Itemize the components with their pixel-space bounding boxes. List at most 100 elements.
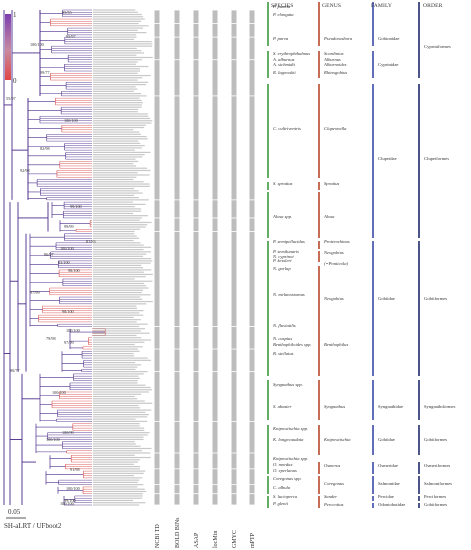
node-support-label: 95/55 (62, 10, 72, 15)
leaf-label-line (93, 11, 138, 13)
leaf-label-line (93, 298, 143, 300)
leaf-label-line (93, 56, 153, 59)
method-bar-segment (249, 218, 255, 232)
method-bar-segment (193, 60, 199, 96)
node-support-label: 97/99 (64, 340, 74, 345)
leaf-label-line (93, 140, 139, 142)
leaf-label-line (93, 334, 137, 337)
leaf-label-line (93, 203, 146, 205)
leaf-label-line (93, 371, 148, 373)
leaf-label-line (93, 495, 143, 497)
leaf-label-line (93, 282, 145, 285)
leaf-label-line (93, 83, 147, 86)
leaf-label-line (93, 364, 142, 366)
species-label: Alosa spp. (272, 214, 292, 219)
method-bar-segment (249, 469, 255, 485)
header-species: SPECIES (271, 3, 293, 9)
leaf-label-line (93, 368, 136, 370)
method-bar-segment (193, 349, 199, 372)
method-bar-segment (174, 200, 180, 218)
genus-label: Alburnus (323, 57, 341, 62)
leaf-label-line (93, 120, 153, 122)
leaf-label-line (93, 174, 150, 176)
node-support-label: 100/100 (52, 390, 66, 395)
method-bar-segment (174, 349, 180, 372)
species-label: C. cultriventris (273, 126, 301, 131)
leaf-label-line (93, 70, 141, 72)
leaf-label-line (93, 310, 144, 312)
leaf-label-line (93, 497, 143, 499)
leaf-label-line (93, 113, 148, 115)
leaf-label-line (93, 197, 139, 199)
leaf-label-line (93, 77, 143, 79)
method-bar-segment (212, 23, 218, 37)
leaf-label-line (93, 65, 149, 68)
method-bar-segment (193, 326, 199, 349)
legend-min-label: 0 (13, 77, 17, 85)
species-label: S. erythrophthalmus (273, 51, 310, 56)
leaf-label-line (93, 199, 149, 201)
leaf-label-line (93, 373, 144, 375)
method-bar-segment (231, 200, 237, 218)
header-order: ORDER (423, 3, 443, 9)
genus-label: Proterorhinus (323, 239, 350, 244)
family-label: Gobionidae (378, 36, 399, 41)
leaf-label-line (93, 271, 144, 273)
order-label: Gobiiformes (424, 296, 447, 301)
leaf-label-line (93, 154, 145, 156)
method-bar-segment (193, 485, 199, 494)
family-label: Salmonidae (378, 481, 400, 486)
family-label: Gobiidae (378, 437, 395, 442)
leaf-label-line (93, 285, 147, 287)
leaf-label-line (93, 468, 140, 470)
leaf-label-line (93, 291, 142, 294)
leaf-label-line (93, 380, 138, 382)
node-support-label: 98/100 (62, 309, 74, 314)
node-support-label: 82/98 (40, 146, 50, 151)
leaf-label-line (93, 237, 140, 239)
header-genus: GENUS (322, 3, 341, 9)
method-bar-segment (231, 60, 237, 96)
leaf-label-line (93, 289, 144, 291)
method-bar-segment (231, 37, 237, 60)
leaf-label-line (93, 418, 136, 420)
species-label: N. melanostomus (272, 292, 305, 297)
method-bar-segment (212, 421, 218, 453)
leaf-label-line (93, 248, 144, 251)
genus-label: Osmerus (324, 463, 341, 468)
node-support-label: 91/98 (70, 467, 80, 472)
leaf-label-line (93, 95, 147, 97)
species-label: K. longecaudata (272, 437, 304, 442)
node-support-label: 80/77 (10, 368, 20, 373)
method-bar-segment (174, 469, 180, 485)
method-bar-segment (249, 96, 255, 200)
leaf-label-line (93, 255, 143, 257)
leaf-label-line (93, 111, 138, 113)
leaf-label-line (93, 145, 145, 147)
leaf-label-line (93, 384, 146, 386)
leaf-label-line (93, 411, 146, 413)
leaf-label-line (93, 221, 152, 224)
method-bar-segment (249, 421, 255, 453)
method-bar-segment (212, 10, 218, 24)
method-bar-segment (154, 23, 160, 37)
node-support-label: 100/100 (60, 246, 74, 251)
method-bar-segment (231, 231, 237, 327)
leaf-label-line (93, 126, 145, 129)
leaf-label-line (93, 362, 136, 364)
method-bar-segment (231, 453, 237, 469)
leaf-label-line (93, 273, 153, 276)
support-color-bar (5, 14, 11, 80)
method-bar-segment (231, 372, 237, 421)
method-bar-segment (174, 372, 180, 421)
leaf-label-line (93, 377, 140, 380)
node-support-label: 99/77 (40, 70, 50, 75)
method-bar-segment (174, 494, 180, 505)
leaf-label-line (93, 224, 148, 226)
species-label: Knipowitschia spp. (272, 426, 308, 431)
leaf-label-line (93, 441, 135, 443)
leaf-label-line (93, 97, 140, 99)
leaf-label-line (93, 149, 135, 151)
tree-branches (3, 9, 106, 506)
